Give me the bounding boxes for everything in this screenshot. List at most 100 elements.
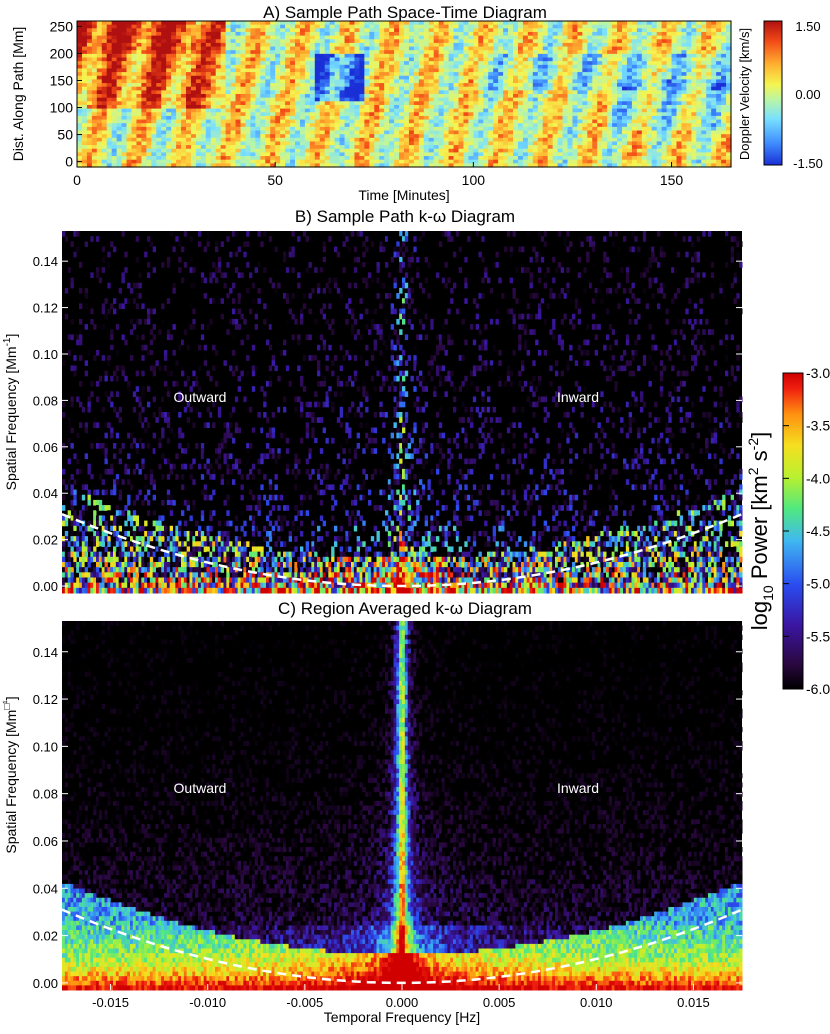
panel-a-heatmap-cell <box>250 61 256 66</box>
panel-a-heatmap-cell <box>344 101 351 106</box>
panel-a-heatmap-cell <box>86 148 93 153</box>
panel-a-heatmap-cell <box>181 31 187 37</box>
panel-a-heatmap-cell <box>126 83 133 88</box>
panel-a-heatmap-cell <box>250 83 256 88</box>
panel-a-heatmap-cell <box>661 83 668 88</box>
panel-a-heatmap-cell <box>220 101 227 106</box>
panel-a-heatmap-cell <box>389 31 395 37</box>
panel-a-heatmap-cell <box>329 90 336 95</box>
panel-a-heatmap-cell <box>230 123 237 128</box>
panel-a-heatmap-cell <box>359 156 365 161</box>
panel-a-heatmap-cell <box>636 130 643 135</box>
panel-a-heatmap-cell <box>369 115 375 121</box>
panel-a-heatmap-cell <box>205 31 212 37</box>
panel-a-heatmap-cell <box>473 21 479 26</box>
panel-a-heatmap-cell <box>443 68 450 73</box>
panel-a-heatmap-cell <box>156 141 162 146</box>
panel-a-heatmap-cell <box>304 163 311 168</box>
panel-a-heatmap-cell <box>195 101 202 106</box>
panel-a-heatmap-cell <box>86 156 93 161</box>
panel-a-heatmap-cell <box>176 134 182 139</box>
panel-a-heatmap-cell <box>399 64 405 70</box>
panel-a-heatmap-cell <box>513 148 519 153</box>
panel-a-heatmap-cell <box>468 156 474 161</box>
panel-a-heatmap-cell <box>319 28 326 33</box>
panel-a-heatmap-cell <box>413 79 420 84</box>
panel-a-heatmap-cell <box>463 123 470 128</box>
panel-a-heatmap-cell <box>329 61 336 66</box>
panel-a-heatmap-cell <box>681 97 688 102</box>
panel-a-heatmap-cell <box>245 79 252 84</box>
panel-a-heatmap-cell <box>344 46 351 51</box>
panel-a-heatmap-cell <box>631 57 638 62</box>
panel-a-heatmap-cell <box>364 39 370 44</box>
panel-a-heatmap-cell <box>260 108 266 113</box>
panel-a-heatmap-cell <box>488 148 494 153</box>
panel-a-heatmap-cell <box>265 86 271 91</box>
panel-a-heatmap-cell <box>522 90 529 95</box>
panel-a-heatmap-cell <box>498 72 504 77</box>
panel-a-heatmap-cell <box>245 159 252 164</box>
panel-a-heatmap-cell <box>651 101 658 106</box>
panel-a-heatmap-cell <box>200 115 207 121</box>
panel-a-heatmap-cell <box>572 35 579 40</box>
panel-a-heatmap-cell <box>334 64 341 70</box>
panel-a-heatmap-cell <box>527 159 534 164</box>
panel-a-heatmap-cell <box>156 21 162 26</box>
panel-a-heatmap-cell <box>369 86 375 91</box>
panel-a-heatmap-cell <box>483 21 489 26</box>
panel-a-heatmap-cell <box>508 42 514 48</box>
panel-a-heatmap-cell <box>195 108 202 113</box>
panel-a-heatmap-cell <box>255 61 261 66</box>
panel-a-heatmap-cell <box>428 35 435 40</box>
panel-a-heatmap-cell <box>319 152 326 157</box>
panel-a-heatmap-cell <box>136 57 143 62</box>
panel-a-heatmap-cell <box>215 156 222 161</box>
panel-a-heatmap-cell <box>513 104 519 110</box>
panel-a-heatmap-cell <box>146 50 152 55</box>
panel-a-heatmap-cell <box>156 112 162 117</box>
panel-a-heatmap-cell <box>508 119 514 124</box>
panel-a-heatmap-cell <box>384 39 390 44</box>
panel-a-heatmap-cell <box>394 86 400 91</box>
panel-a-heatmap-cell <box>557 53 564 59</box>
panel-a-heatmap-cell <box>319 72 326 77</box>
panel-a-heatmap-cell <box>280 42 286 48</box>
panel-a-heatmap-cell <box>106 137 113 143</box>
panel-a-heatmap-cell <box>369 145 375 150</box>
panel-a-heatmap-cell <box>334 156 341 161</box>
panel-a-heatmap-cell <box>592 130 598 135</box>
panel-a-heatmap-cell <box>428 42 435 48</box>
panel-a-heatmap-cell <box>508 57 514 62</box>
panel-a-heatmap-cell <box>77 123 83 128</box>
panel-a-heatmap-cell <box>215 130 222 135</box>
panel-a-heatmap-cell <box>250 130 256 135</box>
panel-a-heatmap-cell <box>230 31 237 37</box>
panel-a-heatmap-cell <box>304 90 311 95</box>
panel-a-heatmap-cell <box>404 97 410 102</box>
panel-a-heatmap-cell <box>205 61 212 66</box>
panel-a-heatmap-cell <box>686 119 692 124</box>
panel-a-heatmap-cell <box>349 123 356 128</box>
panel-a-heatmap-cell <box>438 137 445 143</box>
panel-a-heatmap-cell <box>116 42 123 48</box>
panel-a-heatmap-cell <box>290 115 296 121</box>
panel-a-heatmap-cell <box>359 35 365 40</box>
panel-a-heatmap-cell <box>240 21 247 26</box>
panel-a-heatmap-cell <box>408 42 415 48</box>
panel-a-heatmap-cell <box>508 108 514 113</box>
panel-a-heatmap-cell <box>423 112 430 117</box>
panel-a-heatmap-cell <box>186 39 192 44</box>
panel-a-heatmap-cell <box>339 21 346 26</box>
panel-a-heatmap-cell <box>666 112 673 117</box>
panel-a-heatmap-cell <box>517 64 524 70</box>
panel-a-heatmap-cell <box>225 115 232 121</box>
panel-a-heatmap-cell <box>195 119 202 124</box>
panel-a-heatmap-cell <box>161 90 167 95</box>
panel-a-heatmap-cell <box>622 108 628 113</box>
panel-a-heatmap-cell <box>493 24 499 29</box>
panel-a-heatmap-cell <box>195 148 202 153</box>
panel-a-heatmap-cell <box>433 101 440 106</box>
panel-a-heatmap-cell <box>537 115 544 121</box>
panel-a-heatmap-cell <box>369 68 375 73</box>
